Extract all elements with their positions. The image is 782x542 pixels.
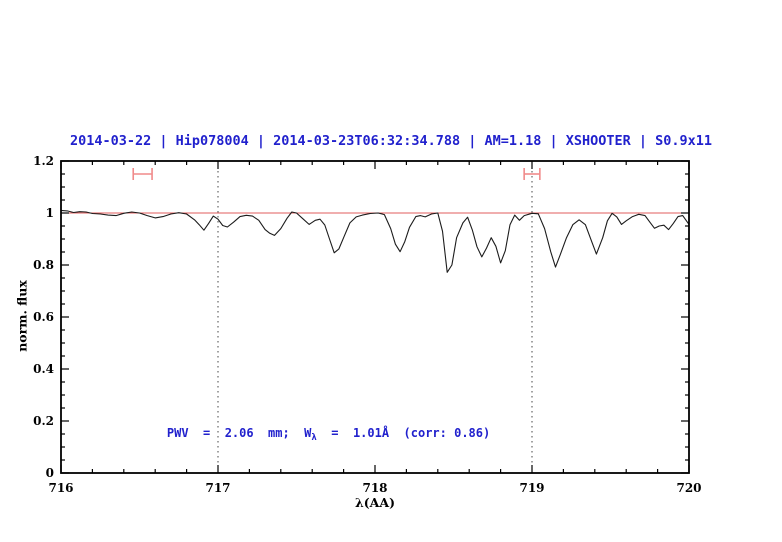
y-tick-label: 0.8 [33, 258, 54, 272]
y-tick-label: 0.6 [33, 310, 54, 324]
line-window-marker-2 [523, 168, 541, 180]
pwv-annotation-subscript: λ [311, 433, 317, 443]
y-tick-label: 1 [46, 206, 54, 220]
y-tick-label: 0.4 [33, 362, 54, 376]
y-axis-label: norm. flux [14, 280, 30, 352]
spectrum-line [60, 209, 690, 273]
y-tick-label: 0 [46, 466, 54, 480]
pwv-annotation: PWV = 2.06 mm; Wλ = 1.01Å (corr: 0.86) [138, 412, 490, 457]
y-tick-label: 1.2 [33, 154, 54, 168]
pwv-annotation-prefix: PWV = 2.06 mm; W [166, 426, 312, 440]
x-tick-label: 720 [676, 481, 701, 495]
x-tick-label: 716 [48, 481, 73, 495]
y-tick-label: 0.2 [33, 414, 54, 428]
chart-title: 2014-03-22 | Hip078004 | 2014-03-23T06:3… [69, 133, 713, 149]
line-window-marker-1 [132, 168, 153, 180]
x-axis-label: λ(AA) [355, 495, 395, 510]
x-tick-label: 717 [205, 481, 230, 495]
pwv-annotation-suffix: = 1.01Å (corr: 0.86) [316, 426, 491, 440]
x-tick-label: 718 [362, 481, 387, 495]
x-tick-label: 719 [519, 481, 544, 495]
